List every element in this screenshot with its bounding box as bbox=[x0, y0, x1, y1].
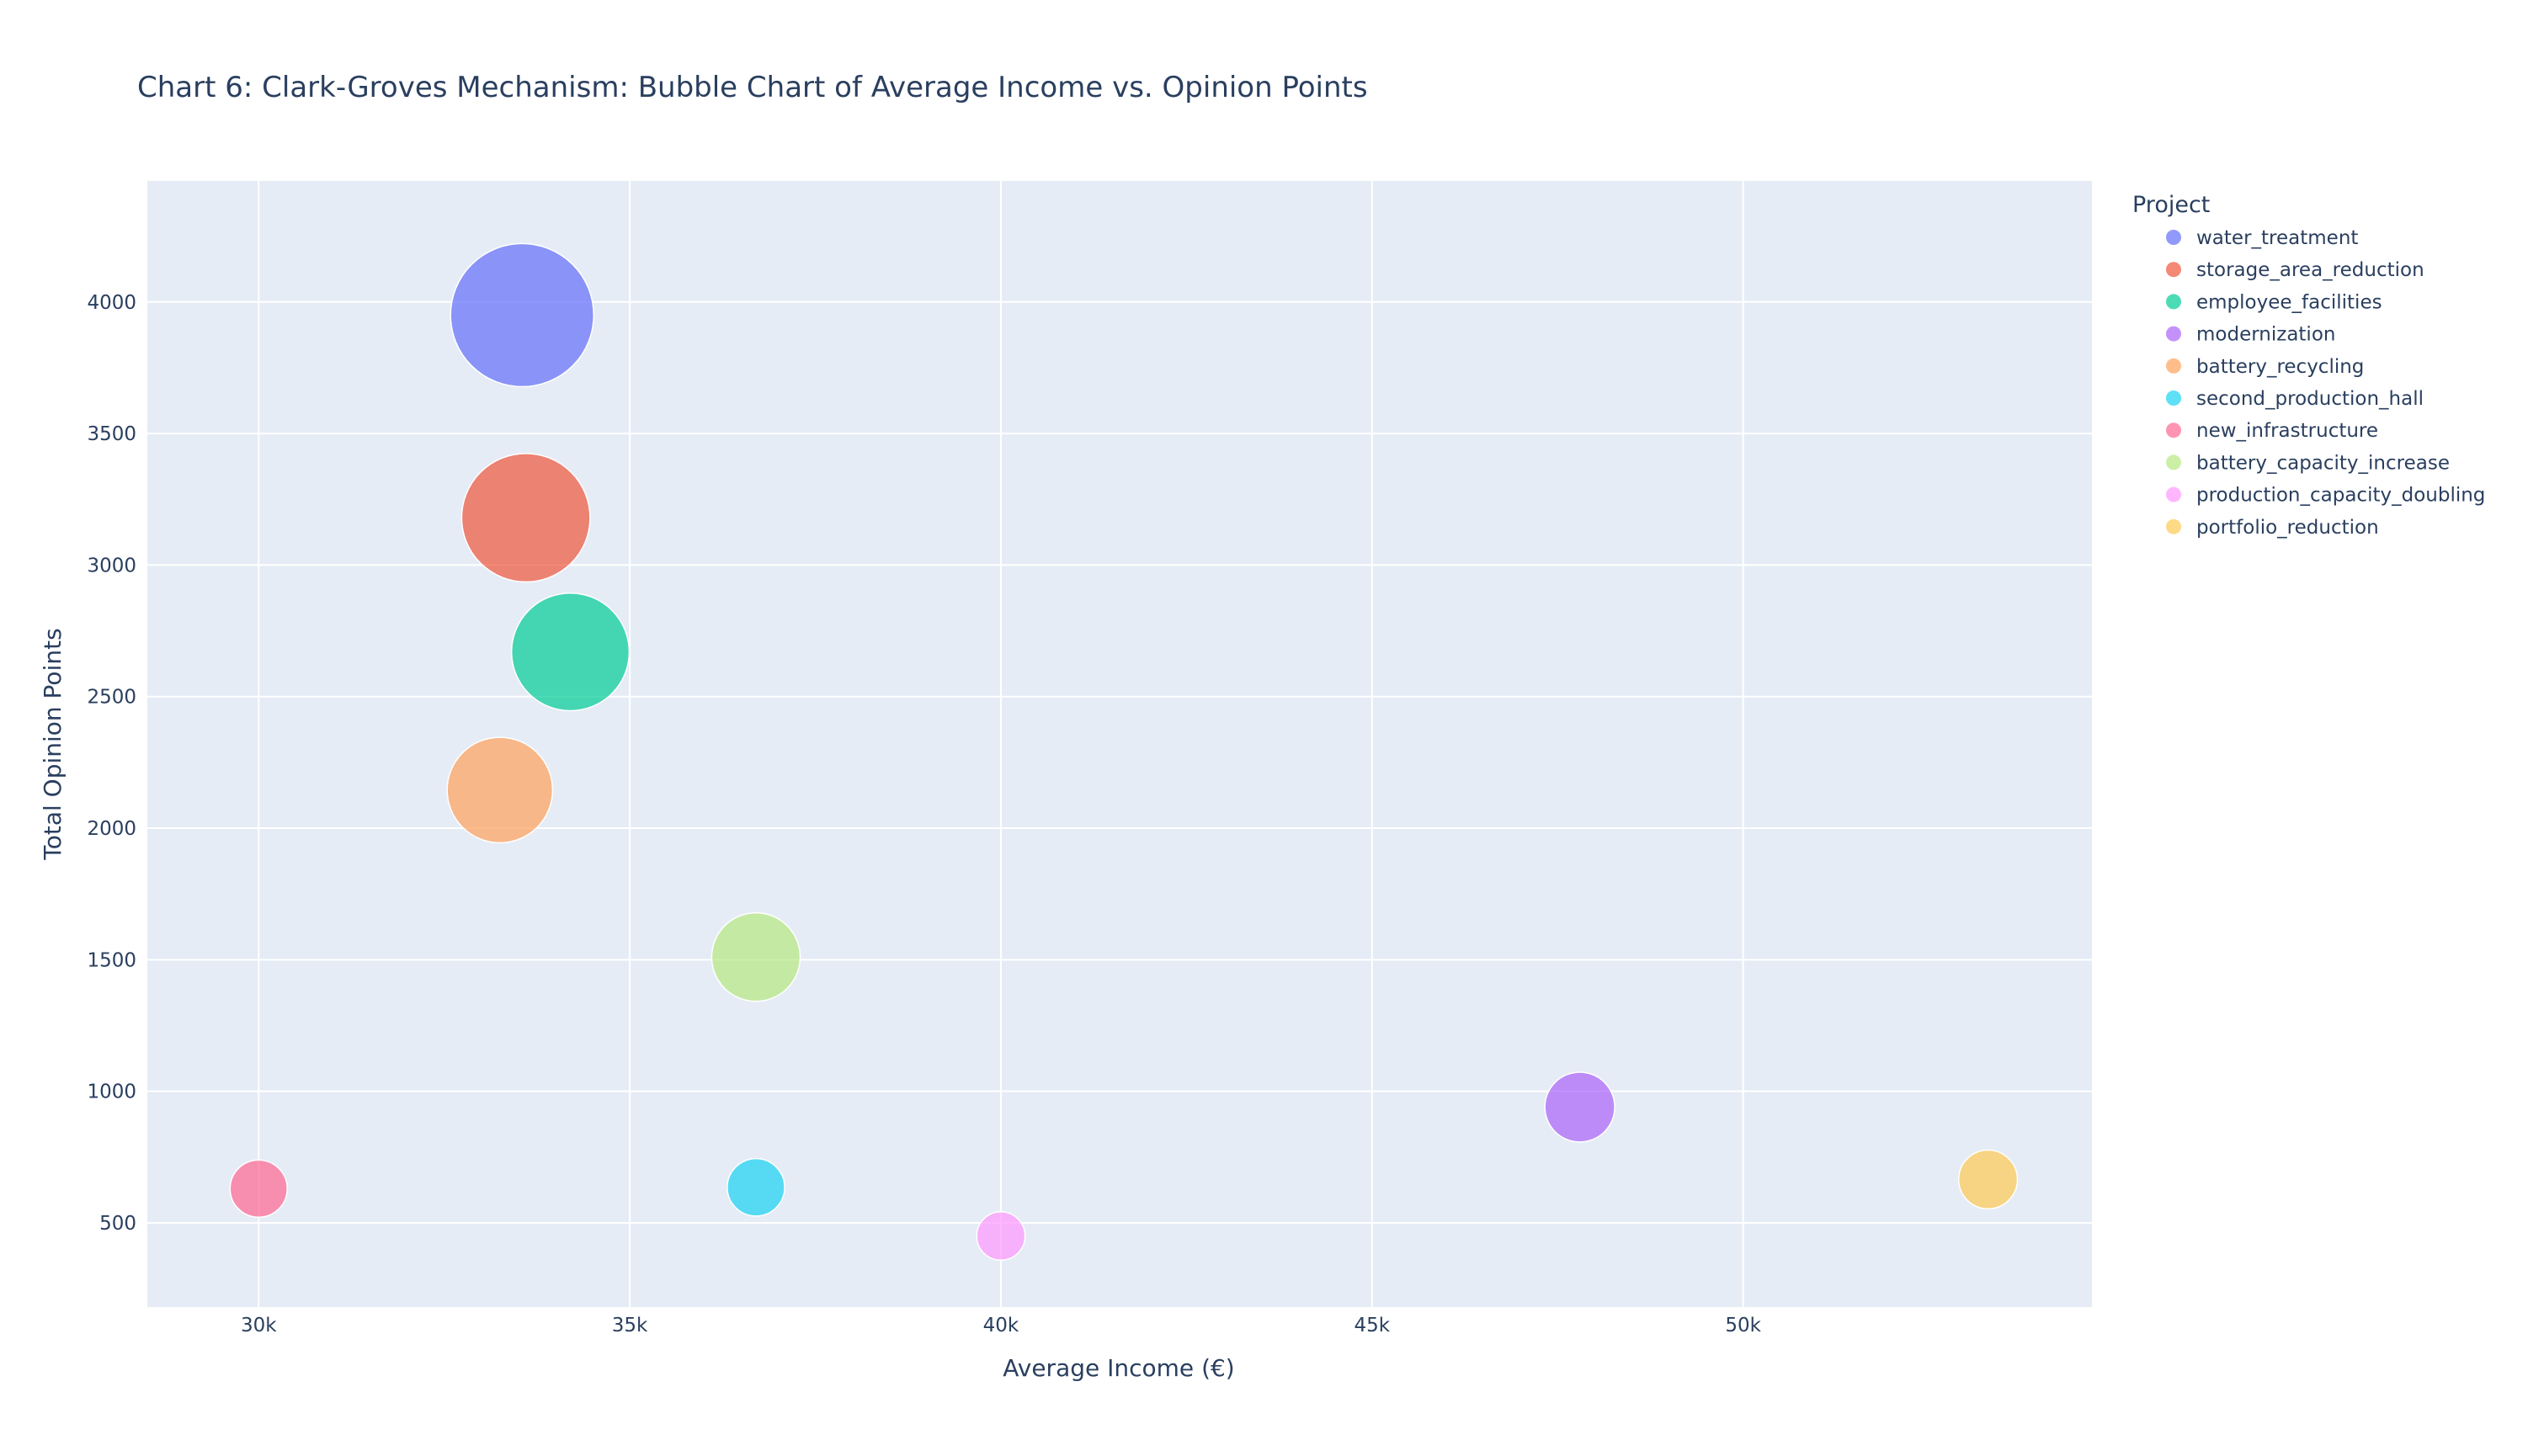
bubble-second-production-hall[interactable] bbox=[726, 1157, 785, 1217]
legend-label: employee_facilities bbox=[2196, 291, 2382, 313]
x-tick-label: 40k bbox=[983, 1315, 1019, 1336]
x-tick-label: 45k bbox=[1354, 1315, 1390, 1336]
legend-item[interactable]: employee_facilities bbox=[2166, 291, 2382, 313]
legend-item[interactable]: water_treatment bbox=[2166, 227, 2358, 249]
legend-label: battery_recycling bbox=[2196, 356, 2364, 378]
y-tick-label: 1500 bbox=[87, 949, 136, 971]
legend-items: water_treatment storage_area_reductionemp… bbox=[2166, 227, 2485, 539]
x-axis-title: Average Income (€) bbox=[1003, 1354, 1234, 1382]
bubble-modernization[interactable] bbox=[1544, 1071, 1615, 1143]
legend-marker bbox=[2166, 294, 2181, 310]
legend-marker bbox=[2166, 262, 2181, 278]
y-axis-ticks: 500 1000 1500 2000 2500 3000 3500 4000 bbox=[87, 292, 136, 1235]
y-tick-label: 2000 bbox=[87, 818, 136, 840]
chart-title: Chart 6: Clark-Groves Mechanism: Bubble … bbox=[137, 71, 1368, 104]
bubbles bbox=[229, 242, 2019, 1262]
legend-label: new_infrastructure bbox=[2196, 420, 2378, 442]
grid-lines bbox=[147, 181, 2092, 1307]
legend-label: battery_capacity_increase bbox=[2196, 452, 2450, 474]
legend-item[interactable]: second_production_hall bbox=[2166, 388, 2424, 410]
x-tick-label: 30k bbox=[241, 1315, 277, 1336]
legend-item[interactable]: portfolio_reduction bbox=[2166, 517, 2379, 539]
legend-marker bbox=[2166, 486, 2181, 502]
legend-marker bbox=[2166, 326, 2181, 342]
y-tick-label: 3000 bbox=[87, 555, 136, 577]
bubble-battery-capacity-increase[interactable] bbox=[711, 911, 801, 1002]
y-tick-label: 1000 bbox=[87, 1081, 136, 1103]
legend-label: production_capacity_doubling bbox=[2196, 485, 2485, 507]
legend-title: Project bbox=[2132, 192, 2210, 218]
plot-area bbox=[147, 181, 2092, 1307]
bubble-portfolio-reduction[interactable] bbox=[1957, 1149, 2019, 1210]
legend-item[interactable]: new_infrastructure bbox=[2166, 420, 2378, 442]
y-tick-label: 2500 bbox=[87, 687, 136, 709]
x-axis-ticks: 30k 35k 40k 45k 50k bbox=[241, 1315, 1762, 1336]
x-tick-label: 35k bbox=[612, 1315, 648, 1336]
x-tick-label: 50k bbox=[1725, 1315, 1761, 1336]
bubble-battery-recycling[interactable] bbox=[446, 736, 554, 844]
legend-item[interactable]: storage_area_reduction bbox=[2166, 259, 2424, 281]
legend-marker bbox=[2166, 454, 2181, 470]
legend-label: modernization bbox=[2196, 324, 2335, 346]
legend-item[interactable]: battery_recycling bbox=[2166, 356, 2364, 378]
y-tick-label: 4000 bbox=[87, 292, 136, 314]
y-tick-label: 500 bbox=[99, 1213, 136, 1235]
legend-marker bbox=[2166, 391, 2181, 406]
legend-marker bbox=[2166, 358, 2181, 374]
legend-marker bbox=[2166, 230, 2181, 245]
bubble-employee-facilities[interactable] bbox=[510, 592, 631, 712]
legend-item[interactable]: modernization bbox=[2166, 324, 2335, 346]
legend-label: storage_area_reduction bbox=[2196, 259, 2424, 281]
legend-label: second_production_hall bbox=[2196, 388, 2424, 410]
y-tick-label: 3500 bbox=[87, 423, 136, 445]
legend-item[interactable]: battery_capacity_increase bbox=[2166, 452, 2450, 474]
bubble-production-capacity-doubling[interactable] bbox=[976, 1211, 1026, 1262]
bubble-water-treatment[interactable] bbox=[450, 242, 594, 388]
legend-item[interactable]: production_capacity_doubling bbox=[2166, 485, 2485, 507]
bubble-new-infrastructure[interactable] bbox=[229, 1159, 288, 1219]
legend-label: portfolio_reduction bbox=[2196, 517, 2379, 539]
y-axis-title: Total Opinion Points bbox=[39, 628, 67, 860]
bubble-storage-area-reduction[interactable] bbox=[460, 453, 591, 583]
legend-marker bbox=[2166, 422, 2181, 438]
legend-label: water_treatment bbox=[2196, 227, 2358, 249]
legend-marker bbox=[2166, 518, 2181, 534]
legend: Project water_treatment storage_area_redu… bbox=[2132, 192, 2485, 539]
